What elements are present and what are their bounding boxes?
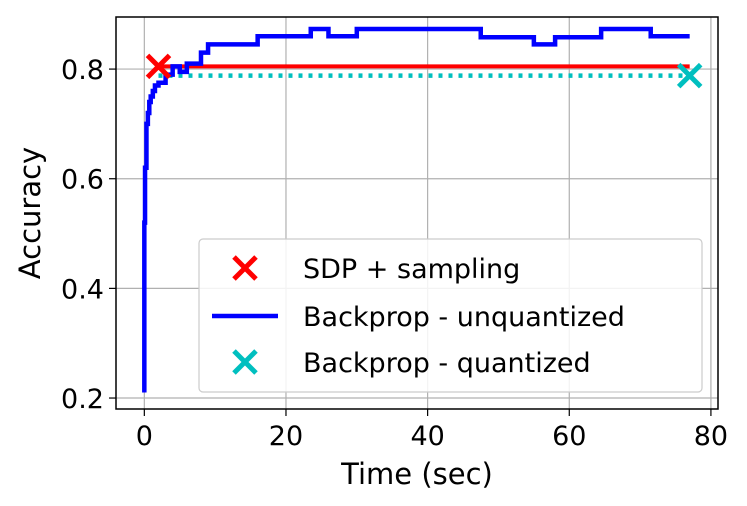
- legend-swatch: [232, 255, 258, 281]
- series-marker-2: [676, 62, 703, 89]
- x-axis-label: Time (sec): [340, 457, 493, 491]
- legend-swatch: [232, 349, 258, 375]
- series-marker-0: [145, 53, 172, 80]
- legend: SDP + sampling Backprop - unquantized Back…: [198, 238, 703, 393]
- legend-entries: SDP + sampling Backprop - unquantized Back…: [212, 254, 625, 379]
- y-tick-label: 0.8: [61, 55, 104, 86]
- axis-ticks: 0 20 40 60 80 0.2 0.4 0.6 0.8: [61, 55, 728, 452]
- legend-label: SDP + sampling: [303, 254, 520, 285]
- x-tick-label: 60: [552, 421, 586, 452]
- x-tick-label: 40: [410, 421, 444, 452]
- plot-series: [142, 26, 703, 393]
- x-tick-label: 0: [136, 421, 153, 452]
- y-tick-label: 0.6: [61, 165, 104, 196]
- legend-box: [198, 238, 703, 393]
- legend-entry: SDP + sampling: [232, 254, 520, 285]
- y-axis-label: Accuracy: [13, 147, 47, 279]
- series-line-1: [142, 26, 690, 393]
- legend-entry: Backprop - quantized: [232, 348, 591, 379]
- y-tick-label: 0.4: [61, 274, 104, 305]
- legend-entry: Backprop - unquantized: [212, 302, 625, 333]
- legend-label: Backprop - unquantized: [303, 302, 625, 333]
- x-tick-label: 20: [269, 421, 303, 452]
- y-tick-label: 0.2: [61, 384, 104, 415]
- plot-frame: [115, 16, 719, 410]
- legend-label: Backprop - quantized: [303, 348, 591, 379]
- x-tick-label: 80: [694, 421, 728, 452]
